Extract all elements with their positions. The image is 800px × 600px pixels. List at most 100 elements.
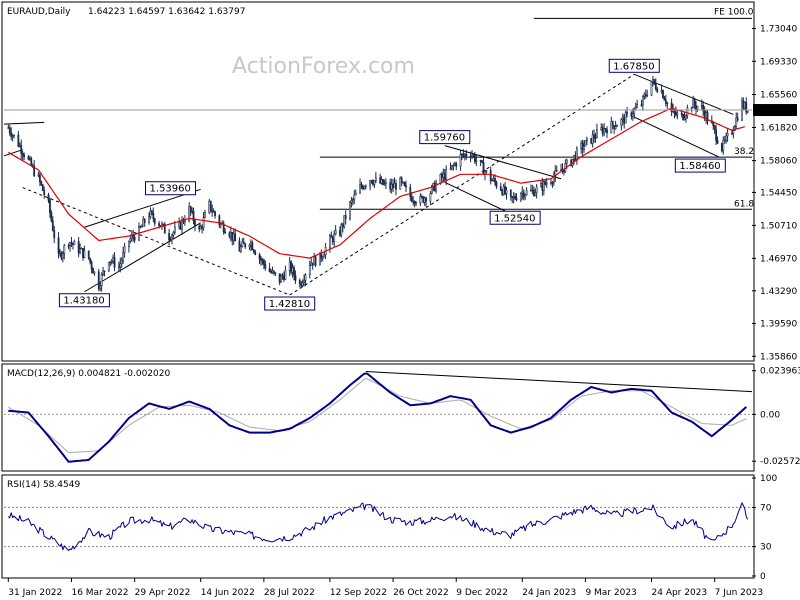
candle-body	[715, 129, 718, 141]
candle-body	[380, 179, 383, 184]
candle-body	[409, 186, 412, 197]
candle-body	[670, 102, 673, 113]
candle-body	[72, 243, 74, 245]
candle-body	[370, 180, 373, 184]
candle-body	[742, 100, 745, 109]
candle-body	[621, 116, 624, 120]
candle-body	[372, 182, 374, 185]
candle-body	[300, 283, 303, 286]
candle-body	[83, 250, 86, 258]
candle-body	[551, 182, 554, 184]
candle-body	[514, 196, 517, 199]
candle-body	[93, 271, 96, 274]
candle-body	[362, 186, 364, 190]
candle-body	[339, 230, 341, 236]
candle-body	[531, 189, 534, 192]
candle-body	[532, 189, 535, 197]
candle-body	[117, 266, 120, 269]
candle-body	[323, 254, 326, 258]
price-label-box	[489, 210, 541, 225]
candle-body	[393, 183, 396, 188]
candle-body	[614, 126, 617, 130]
candle-body	[273, 270, 275, 273]
candle-body	[736, 117, 739, 121]
channel-upper-line-2	[634, 73, 734, 115]
candle-body	[351, 199, 354, 201]
candle-body	[706, 112, 709, 122]
candle-body	[429, 193, 432, 202]
candle-body	[725, 135, 728, 141]
x-tick-label: 24 Apr 2023	[652, 588, 708, 598]
candle-body	[254, 251, 257, 255]
candle-body	[544, 181, 547, 185]
candle-body	[162, 223, 165, 226]
candle-body	[585, 137, 588, 141]
candle-body	[242, 241, 245, 244]
candle-body	[229, 232, 232, 237]
candle-body	[262, 259, 265, 265]
candle-body	[713, 125, 716, 130]
candle-body	[624, 112, 627, 124]
candle-body	[212, 211, 215, 213]
candle-body	[641, 96, 644, 106]
candle-body	[258, 254, 261, 260]
candle-body	[132, 234, 135, 238]
macd-panel-frame	[1, 363, 755, 472]
candle-body	[102, 270, 104, 275]
candle-body	[80, 247, 83, 250]
candle-body	[573, 154, 575, 160]
x-tick-label: 7 Jun 2023	[715, 588, 763, 598]
candle-body	[142, 218, 145, 227]
candle-body	[264, 263, 267, 269]
candle-body	[188, 206, 191, 222]
candle-body	[129, 238, 132, 242]
candle-body	[77, 240, 80, 254]
candle-body	[475, 159, 478, 162]
candle-body	[419, 196, 422, 204]
candle-body	[420, 196, 423, 198]
price-label-text: 1.52540	[494, 213, 535, 224]
candle-body	[603, 128, 606, 134]
candle-body	[686, 107, 689, 116]
candle-body	[481, 160, 483, 163]
candle-body	[505, 189, 508, 194]
candle-body	[92, 268, 94, 274]
candle-body	[120, 259, 123, 264]
candle-body	[20, 145, 23, 154]
candle-body	[103, 270, 106, 272]
candle-body	[150, 210, 153, 214]
candle-body	[485, 170, 488, 172]
candle-body	[695, 105, 697, 110]
x-tick-label: 14 Jun 2022	[201, 588, 255, 598]
price-label-box	[608, 58, 660, 73]
candle-body	[469, 156, 472, 158]
y-tick-label: 1.69330	[760, 57, 797, 67]
candle-body	[33, 165, 36, 176]
candle-body	[720, 143, 723, 152]
candle-body	[152, 212, 155, 219]
candle-body	[310, 262, 313, 266]
candle-body	[330, 235, 333, 238]
candle-body	[23, 154, 25, 158]
price-label-box	[58, 293, 110, 308]
candle-body	[43, 190, 46, 196]
candle-body	[640, 104, 643, 106]
candle-body	[283, 276, 285, 280]
candle-body	[489, 170, 492, 182]
candle-body	[650, 81, 653, 96]
candle-body	[294, 275, 297, 281]
candle-body	[50, 212, 53, 222]
macd-title: MACD(12,26,9) 0.004821 -0.002020	[7, 369, 170, 379]
candle-body	[512, 196, 515, 198]
candle-body	[465, 153, 468, 157]
candle-body	[37, 174, 40, 176]
candle-body	[703, 110, 706, 119]
candle-body	[252, 249, 255, 253]
macd-trendline	[365, 371, 753, 393]
candle-body	[723, 139, 726, 142]
candle-body	[716, 140, 719, 144]
candle-body	[491, 179, 494, 182]
candle-body	[353, 194, 356, 200]
candle-body	[172, 232, 175, 236]
rsi-y-label: 0	[760, 572, 766, 582]
